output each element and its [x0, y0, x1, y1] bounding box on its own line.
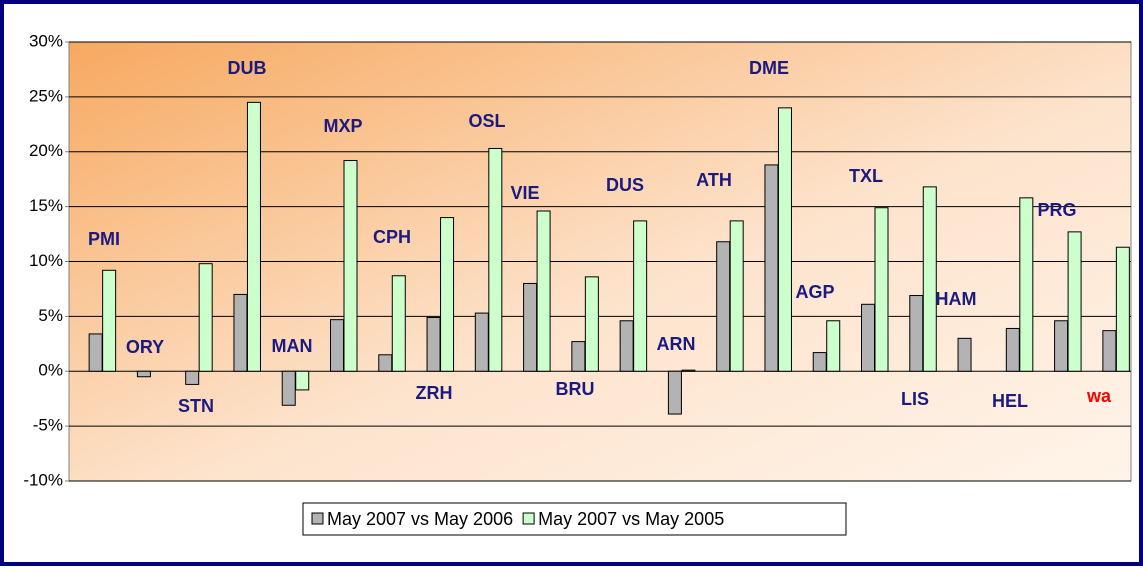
bar — [102, 269, 117, 372]
category-label: HEL — [992, 391, 1028, 411]
bar — [957, 337, 972, 372]
category-label: HAM — [936, 289, 977, 309]
legend-label: May 2007 vs May 2005 — [538, 509, 724, 529]
category-label: AGP — [795, 282, 834, 302]
category-label: MAN — [272, 336, 313, 356]
bar — [571, 341, 586, 372]
bar — [826, 320, 841, 372]
y-tick-label: -10% — [23, 470, 63, 489]
bar — [777, 107, 792, 372]
bar — [1102, 330, 1117, 372]
bar — [922, 186, 937, 372]
bar — [729, 220, 744, 372]
bar — [812, 352, 827, 372]
y-tick-label: 15% — [29, 196, 63, 215]
category-label: PMI — [88, 229, 120, 249]
bar — [1067, 231, 1082, 372]
bar — [488, 147, 503, 372]
category-label: ARN — [657, 334, 696, 354]
y-tick-label: 30% — [29, 31, 63, 50]
category-label: CPH — [373, 227, 411, 247]
bar — [378, 354, 393, 372]
bar — [619, 320, 634, 372]
bar — [1115, 246, 1130, 372]
bar — [281, 370, 296, 406]
category-label: ORY — [126, 337, 164, 357]
category-label: DUB — [228, 58, 267, 78]
y-tick-label: 25% — [29, 86, 63, 105]
bar — [667, 370, 682, 415]
bar — [330, 319, 344, 372]
bar — [474, 312, 489, 372]
legend-swatch — [311, 512, 324, 525]
category-label: DME — [749, 58, 789, 78]
category-label: BRU — [556, 379, 595, 399]
y-tick-label: -5% — [33, 416, 63, 435]
legend-swatch — [522, 512, 535, 525]
bar — [764, 164, 779, 372]
bar — [1054, 320, 1069, 372]
bar — [343, 160, 358, 372]
category-label: STN — [178, 396, 214, 416]
category-label: OSL — [468, 111, 505, 131]
y-tick-label: 0% — [38, 361, 63, 380]
bar — [681, 369, 696, 372]
bar — [88, 333, 103, 372]
bar — [716, 241, 731, 372]
bar — [536, 210, 551, 372]
bar — [909, 295, 924, 372]
bar — [584, 276, 599, 372]
category-label: DUS — [606, 175, 644, 195]
bar — [185, 370, 200, 385]
bar — [1005, 327, 1020, 372]
bar — [295, 370, 310, 391]
bar — [440, 217, 455, 372]
legend-box — [302, 502, 847, 536]
category-label: ZRH — [416, 383, 453, 403]
category-label: VIE — [510, 183, 539, 203]
y-tick-label: 10% — [29, 251, 63, 270]
category-label: TXL — [849, 166, 883, 186]
bar — [633, 220, 648, 372]
bar — [136, 370, 151, 378]
category-label: LIS — [901, 389, 929, 409]
legend-label: May 2007 vs May 2006 — [327, 509, 513, 529]
category-label: wa — [1086, 386, 1112, 406]
bar — [198, 263, 213, 372]
bar — [1019, 197, 1034, 372]
category-label: PRG — [1037, 200, 1076, 220]
y-tick-label: 5% — [38, 306, 63, 325]
category-label: ATH — [696, 170, 732, 190]
bar — [246, 101, 261, 372]
category-label: MXP — [323, 116, 362, 136]
bar — [861, 303, 875, 372]
bar — [523, 282, 538, 372]
y-tick-label: 20% — [29, 141, 63, 160]
bar — [426, 316, 441, 372]
bar — [391, 275, 406, 372]
bar — [874, 207, 889, 372]
bar — [233, 293, 248, 372]
